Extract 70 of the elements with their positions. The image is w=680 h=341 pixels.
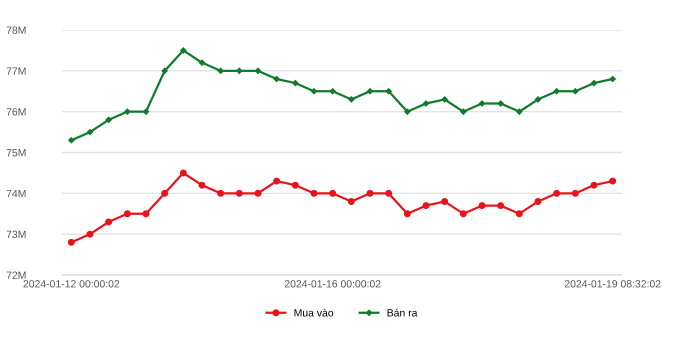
point [105,116,112,124]
y-tick-label: 75M [6,149,26,156]
point [572,88,579,95]
point [385,88,392,95]
point [385,190,392,197]
point [516,108,523,116]
point [254,67,262,74]
x-tick-label: 2024-01-12 00:00:02 [24,280,120,288]
point [217,67,224,74]
point [366,88,374,95]
point [572,190,579,197]
point [553,88,560,95]
point [217,190,224,197]
point [198,182,206,189]
point [124,108,131,116]
y-tick-label: 74M [6,190,26,198]
y-tick-label: 73M [6,230,26,238]
point [68,238,75,246]
point [590,182,598,189]
point [273,178,280,185]
point [310,88,318,95]
point [460,108,467,116]
x-tick-label: 2024-01-16 00:00:02 [284,280,381,288]
point [609,178,616,185]
point [534,96,542,103]
y-tick-label: 72M [6,272,26,279]
point [441,198,448,205]
point [366,190,374,197]
point [273,76,280,82]
point [105,218,112,226]
point [180,46,187,54]
point [292,80,299,87]
point [404,108,411,116]
point [236,190,243,197]
point [348,198,355,205]
legend-label: Mua vào [294,308,334,317]
point [497,202,504,210]
y-tick-label: 77M [6,67,26,75]
point [142,210,150,218]
point [124,210,131,218]
point [161,190,168,197]
point [86,230,94,238]
point [86,128,94,136]
point [236,67,243,74]
point [460,210,467,218]
point [590,80,598,87]
point [441,96,448,103]
point [497,100,504,107]
y-tick-label: 78M [6,26,26,34]
point [404,210,411,218]
point [516,210,523,218]
point [254,190,262,197]
x-tick-label: 2024-01-19 08:32:02 [564,280,661,288]
point [478,202,486,210]
point [422,202,430,210]
point [292,182,299,189]
point [553,190,560,197]
point [180,169,187,176]
point [142,108,150,116]
point [534,198,542,205]
y-tick-label: 76M [6,108,26,116]
point [329,88,336,95]
point [609,76,616,82]
point [329,190,336,197]
point [68,136,75,144]
point [348,96,355,103]
point [198,59,206,66]
point [161,67,168,74]
point [310,190,318,197]
legend-label: Bán ra [388,308,418,317]
